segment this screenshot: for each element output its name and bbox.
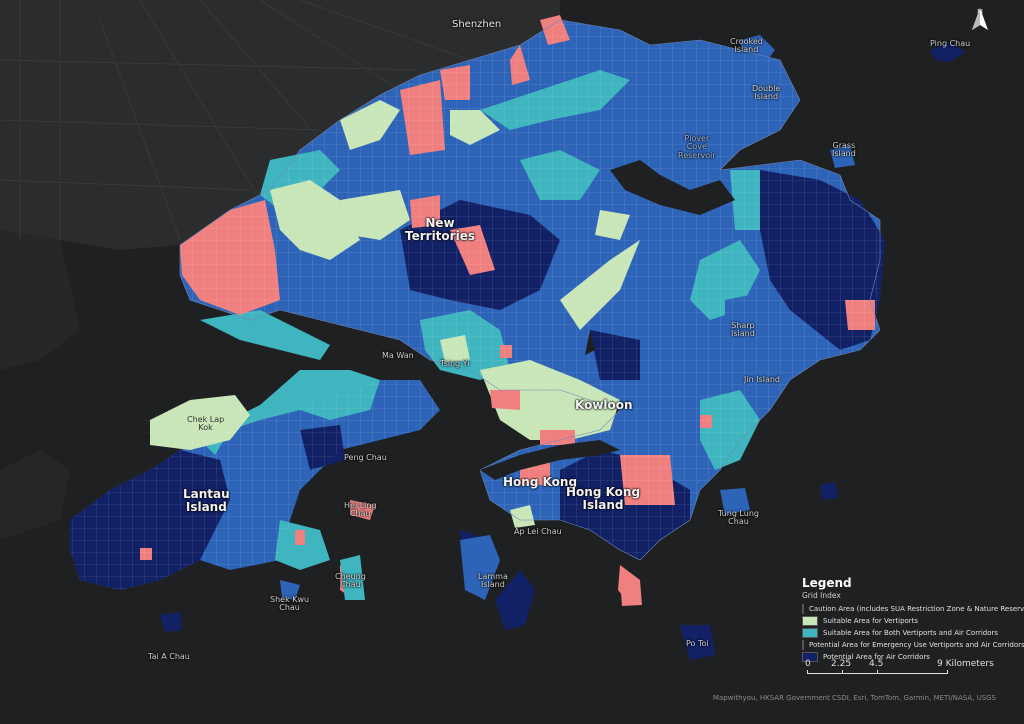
label-jin-island: Jin Island	[744, 375, 780, 384]
coastline	[179, 19, 881, 561]
legend-subtitle: Grid Index	[802, 591, 841, 600]
label-shenzhen: Shenzhen	[452, 19, 502, 30]
legend-swatch-caution	[802, 604, 804, 614]
label-ap-lei-chau: Ap Lei Chau	[514, 527, 562, 536]
scale-tick	[947, 670, 948, 674]
scale-bar: 0 2.25 4.5 9 Kilometers	[803, 659, 1003, 683]
legend-item: Potential Area for Air Corridors	[802, 651, 1020, 663]
label-sharp-island: Sharp Island	[731, 321, 755, 339]
label-tai-a-chau: Tai A Chau	[148, 652, 190, 661]
label-ma-wan: Ma Wan	[382, 351, 414, 360]
label-shek-kwu-chau: Shek Kwu Chau	[270, 595, 310, 613]
label-tsing-yi: Tsing Yi	[440, 359, 470, 368]
label-peng-chau: Peng Chau	[344, 453, 387, 462]
label-new-territories: New Territories	[405, 216, 475, 243]
scale-tick	[842, 670, 843, 674]
legend-item: Caution Area (includes SUA Restriction Z…	[802, 603, 1024, 615]
legend-item-label: Suitable Area for Both Vertiports and Ai…	[823, 629, 999, 637]
legend-swatch-both	[802, 628, 818, 638]
legend-item-label: Potential Area for Air Corridors	[823, 653, 930, 661]
label-po-toi: Po Toi	[686, 639, 709, 648]
scale-tick-label: 4.5	[869, 659, 884, 669]
label-cheung-chau: Cheung Chau	[335, 572, 366, 590]
legend-swatch-emergency	[802, 640, 804, 650]
scale-tick-label: 2.25	[831, 659, 852, 669]
scale-tick	[807, 670, 808, 674]
legend-item: Potential Area for Emergency Use Vertipo…	[802, 639, 1024, 651]
basemap-land	[0, 0, 560, 540]
legend: Legend Grid Index Caution Area (includes…	[802, 576, 1024, 663]
north-arrow-icon	[972, 8, 988, 30]
label-lantau-island: Lantau Island	[183, 487, 230, 514]
north-arrow: N	[970, 8, 990, 44]
water-bodies	[480, 100, 860, 480]
legend-swatch-vertiports	[802, 616, 818, 626]
label-hei-ling-chau: Hei Ling Chau	[344, 501, 377, 519]
label-grass-island: Grass Island	[832, 141, 856, 159]
label-chek-lap-kok: Chek Lap Kok	[187, 415, 225, 433]
legend-item: Suitable Area for Vertiports	[802, 615, 1020, 627]
legend-title: Legend	[802, 576, 852, 590]
label-kowloon: Kowloon	[575, 398, 633, 412]
label-hong-kong-island: Hong Kong Island	[566, 485, 641, 512]
label-hong-kong: Hong Kong	[503, 475, 578, 489]
label-plover-cove: Plover Cove Reservoir	[678, 134, 716, 160]
label-double-island: Double Island	[752, 84, 781, 102]
scale-tick-label: 9 Kilometers	[937, 659, 994, 669]
legend-item-label: Suitable Area for Vertiports	[823, 617, 919, 625]
label-lamma-island: Lamma Island	[478, 572, 508, 590]
scale-tick	[877, 670, 878, 674]
legend-item-label: Potential Area for Emergency Use Vertipo…	[809, 641, 1024, 649]
legend-swatch-air-corridors	[802, 652, 818, 662]
legend-item: Suitable Area for Both Vertiports and Ai…	[802, 627, 1020, 639]
map-credits: Mapwithyou, HKSAR Government CSDI, Esri,…	[712, 694, 996, 702]
scale-tick-label: 0	[805, 659, 811, 669]
label-tung-lung-chau: Tung Lung Chau	[718, 509, 759, 527]
legend-item-label: Caution Area (includes SUA Restriction Z…	[809, 605, 1024, 613]
label-ping-chau: Ping Chau	[930, 39, 971, 48]
label-crooked-island: Crooked Island	[730, 37, 763, 55]
